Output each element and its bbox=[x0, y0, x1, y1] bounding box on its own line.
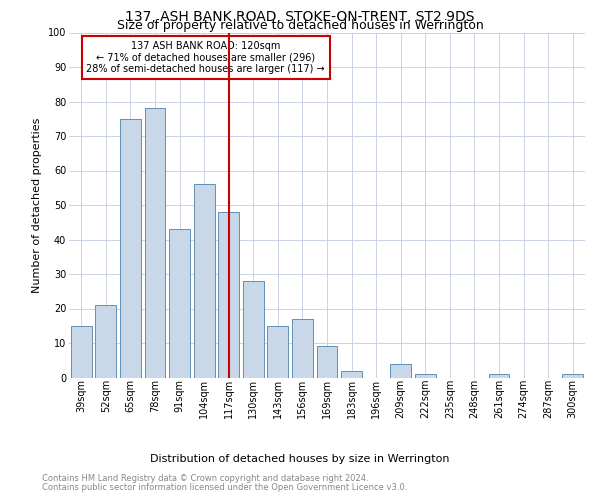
Bar bbox=[415, 374, 436, 378]
Text: Distribution of detached houses by size in Werrington: Distribution of detached houses by size … bbox=[150, 454, 450, 464]
Bar bbox=[145, 108, 166, 378]
Bar bbox=[268, 326, 289, 378]
Text: Size of property relative to detached houses in Werrington: Size of property relative to detached ho… bbox=[116, 20, 484, 32]
Bar bbox=[194, 184, 215, 378]
Bar bbox=[120, 118, 141, 378]
Bar bbox=[292, 319, 313, 378]
Bar bbox=[95, 305, 116, 378]
Bar bbox=[218, 212, 239, 378]
Text: 137, ASH BANK ROAD, STOKE-ON-TRENT, ST2 9DS: 137, ASH BANK ROAD, STOKE-ON-TRENT, ST2 … bbox=[125, 10, 475, 24]
Text: 137 ASH BANK ROAD: 120sqm
← 71% of detached houses are smaller (296)
28% of semi: 137 ASH BANK ROAD: 120sqm ← 71% of detac… bbox=[86, 41, 325, 74]
Bar bbox=[317, 346, 337, 378]
Bar bbox=[341, 370, 362, 378]
Bar bbox=[488, 374, 509, 378]
Bar bbox=[562, 374, 583, 378]
Y-axis label: Number of detached properties: Number of detached properties bbox=[32, 118, 42, 292]
Bar bbox=[169, 229, 190, 378]
Text: Contains HM Land Registry data © Crown copyright and database right 2024.: Contains HM Land Registry data © Crown c… bbox=[42, 474, 368, 483]
Bar bbox=[390, 364, 411, 378]
Text: Contains public sector information licensed under the Open Government Licence v3: Contains public sector information licen… bbox=[42, 482, 407, 492]
Bar bbox=[243, 281, 264, 378]
Bar bbox=[71, 326, 92, 378]
